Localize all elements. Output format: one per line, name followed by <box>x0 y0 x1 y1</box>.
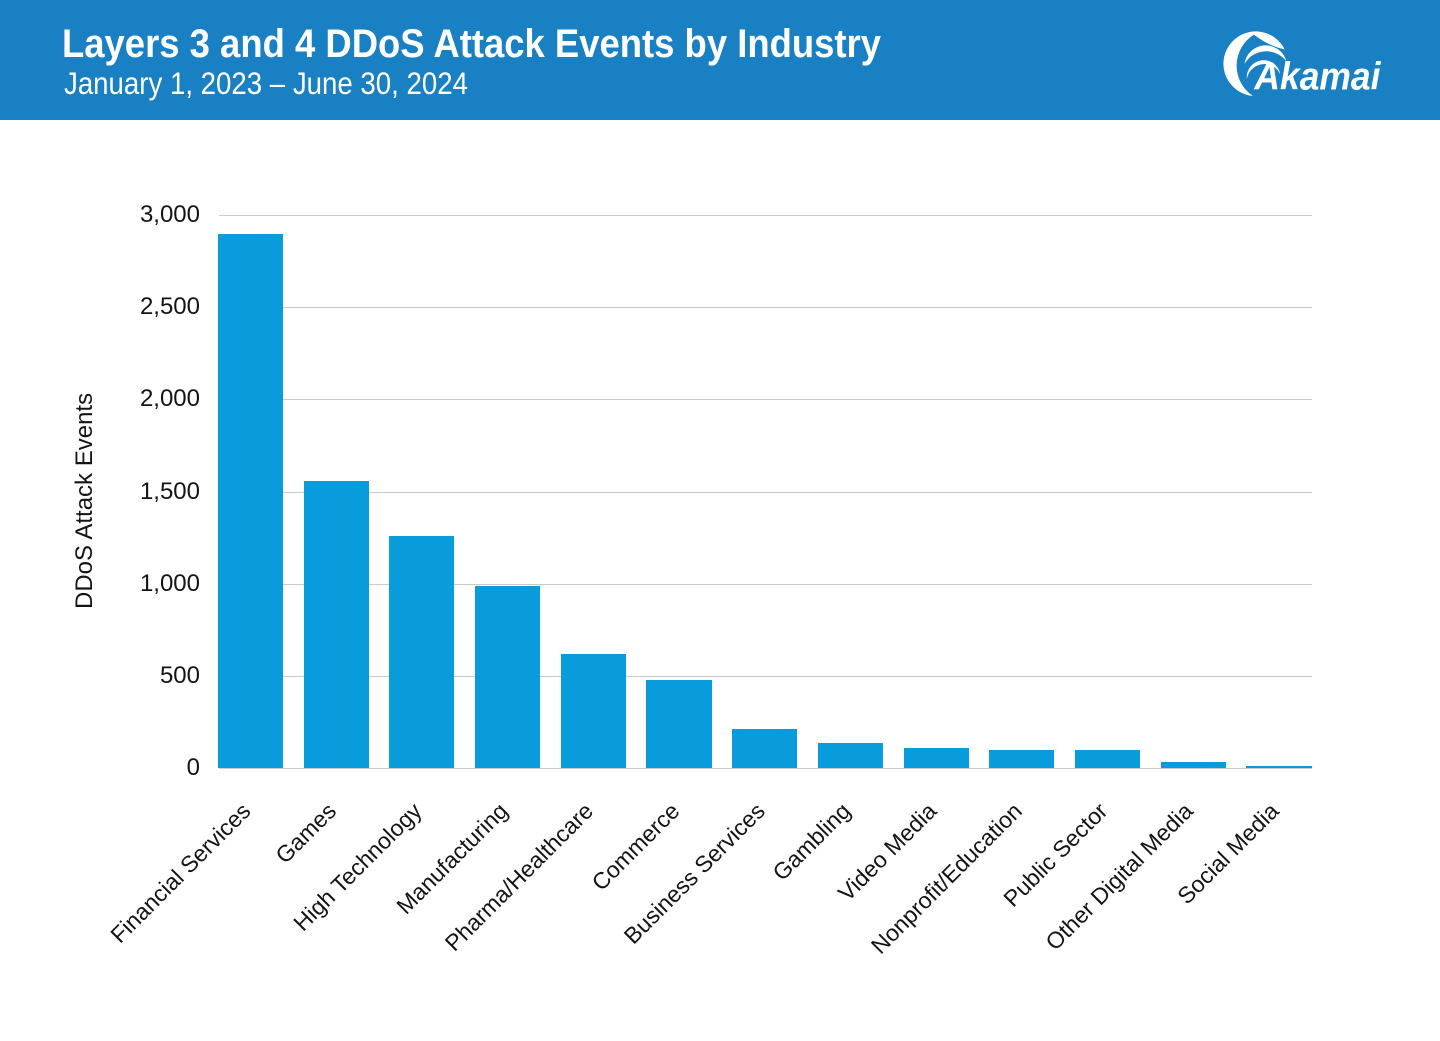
svg-text:Akamai: Akamai <box>1253 55 1381 98</box>
